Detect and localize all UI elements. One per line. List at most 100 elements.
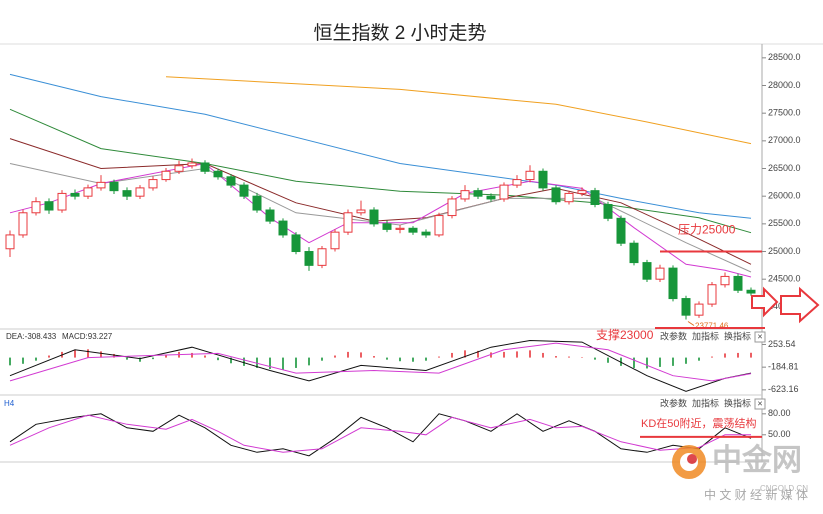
- candle-body: [720, 275, 730, 286]
- histogram-bar: [282, 357, 284, 370]
- histogram-bar: [685, 357, 687, 364]
- candle-body: [317, 248, 327, 266]
- candle-body: [5, 234, 15, 250]
- toolbar-button[interactable]: 加指标: [692, 330, 719, 341]
- candle-body: [109, 181, 119, 192]
- histogram-bar: [334, 355, 336, 358]
- indicator-line: [9, 342, 752, 382]
- arrow-icon: [751, 286, 779, 318]
- y-tick-label: 27000.0: [768, 135, 801, 145]
- candle-body: [187, 162, 197, 167]
- close-icon[interactable]: ×: [757, 331, 762, 341]
- histogram-bar: [737, 352, 739, 358]
- button-label[interactable]: 加指标: [692, 397, 719, 408]
- histogram-bar: [568, 356, 570, 358]
- histogram-bar: [100, 351, 102, 358]
- histogram-bar: [646, 357, 648, 369]
- histogram-bar: [477, 350, 479, 358]
- close-button[interactable]: ×: [754, 398, 766, 410]
- y-tick-label: 25000.0: [768, 246, 801, 256]
- histogram-bar: [451, 352, 453, 358]
- candle-body: [434, 215, 444, 236]
- candle-body: [161, 170, 171, 181]
- candle-body: [226, 176, 236, 186]
- y-tick-label: 25500.0: [768, 218, 801, 228]
- candle-body: [447, 198, 457, 217]
- toolbar-button[interactable]: 换指标: [724, 397, 751, 408]
- histogram-bar: [633, 357, 635, 368]
- candle-body: [655, 267, 665, 280]
- indicator-header: MACD:93.227: [62, 332, 113, 341]
- chart-title: 恒生指数 2 小时走势: [313, 22, 486, 44]
- candle-body: [122, 190, 132, 197]
- candle-body: [174, 165, 184, 172]
- candle-body: [473, 190, 483, 197]
- support-label: 支撑23000: [596, 327, 654, 342]
- arrow-icon: [780, 286, 820, 324]
- histogram-bar: [191, 352, 193, 358]
- histogram-bar: [412, 357, 414, 362]
- toolbar-button[interactable]: 加指标: [692, 397, 719, 408]
- indicator-line: [9, 108, 752, 234]
- indicator-line: [9, 138, 752, 265]
- candle-body: [278, 220, 288, 236]
- watermark-slogan: 中 文 财 经 新 媒 体: [704, 487, 808, 502]
- toolbar-button[interactable]: 改参数: [660, 330, 687, 341]
- histogram-bar: [750, 352, 752, 358]
- toolbar-button[interactable]: 换指标: [724, 330, 751, 341]
- histogram-bar: [165, 354, 167, 358]
- candle-body: [525, 170, 535, 181]
- candle-body: [57, 192, 67, 211]
- candle-body: [694, 303, 704, 316]
- y-tick-label: 28500.0: [768, 52, 801, 62]
- histogram-bar: [425, 357, 427, 361]
- y-tick-label: 28000.0: [768, 80, 801, 90]
- button-label[interactable]: 改参数: [660, 330, 687, 341]
- y-tick-label: 50.00: [768, 429, 791, 439]
- histogram-bar: [529, 350, 531, 358]
- y-tick-label: 27500.0: [768, 108, 801, 118]
- button-label[interactable]: 改参数: [660, 397, 687, 408]
- candle-body: [733, 275, 743, 291]
- candle-body: [291, 234, 301, 253]
- histogram-bar: [672, 357, 674, 366]
- candle-body: [603, 203, 613, 219]
- low-label: 23771.46: [695, 322, 729, 331]
- candle-body: [96, 181, 106, 189]
- candle-body: [564, 192, 574, 203]
- close-box[interactable]: [754, 398, 766, 410]
- candle-body: [31, 201, 41, 214]
- candle-body: [252, 195, 262, 211]
- button-label[interactable]: 换指标: [724, 397, 751, 408]
- indicator-header: H4: [4, 399, 15, 408]
- histogram-bar: [35, 357, 37, 361]
- candle-body: [577, 190, 587, 194]
- close-button[interactable]: ×: [754, 331, 766, 343]
- indicator-header: DEA:-308.433: [6, 332, 57, 341]
- button-label[interactable]: 加指标: [692, 330, 719, 341]
- candle-body: [512, 179, 522, 186]
- histogram-bar: [724, 353, 726, 358]
- note-label: KD在50附近，震荡结构: [641, 416, 757, 430]
- candle-body: [616, 217, 626, 244]
- candle-body: [18, 212, 28, 236]
- histogram-bar: [516, 351, 518, 358]
- y-tick-label: 80.00: [768, 408, 791, 418]
- candle-body: [239, 184, 249, 197]
- close-icon[interactable]: ×: [757, 398, 762, 408]
- histogram-bar: [542, 352, 544, 358]
- histogram-bar: [126, 357, 128, 360]
- close-box[interactable]: [754, 331, 766, 343]
- candle-body: [460, 190, 470, 200]
- button-label[interactable]: 换指标: [724, 330, 751, 341]
- candle-body: [538, 170, 548, 189]
- plot-area: 28500.0 28000.0 27500.0 27000.0 26500.0 26000…: [4, 52, 801, 457]
- candle-body: [382, 223, 392, 230]
- candle-body: [265, 209, 275, 222]
- histogram-bar: [204, 355, 206, 358]
- histogram-bar: [87, 349, 89, 358]
- candle-body: [395, 227, 405, 230]
- candle-body: [642, 262, 652, 280]
- toolbar-button[interactable]: 改参数: [660, 397, 687, 408]
- watermark-brand: 中金网: [712, 443, 802, 477]
